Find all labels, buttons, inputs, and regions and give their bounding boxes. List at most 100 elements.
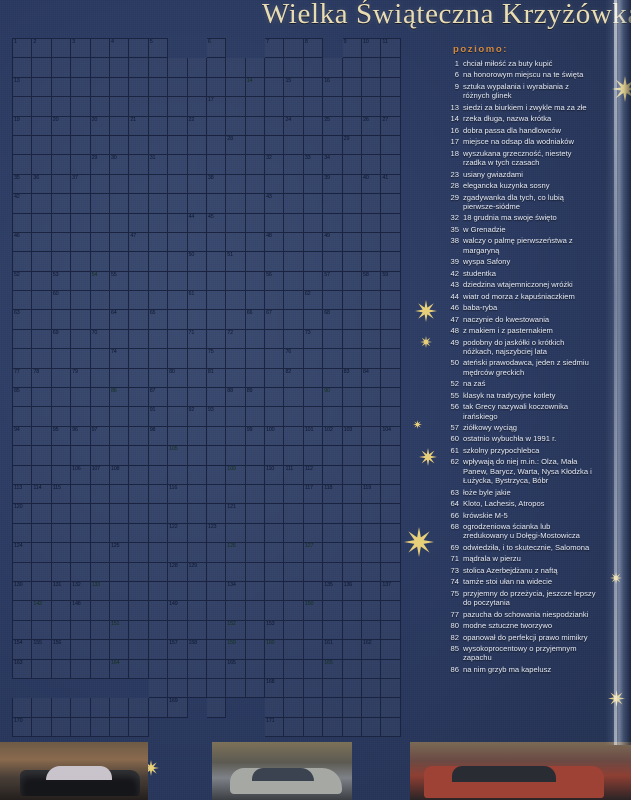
grid-cell[interactable] — [147, 76, 169, 98]
grid-cell[interactable]: 149 — [167, 600, 188, 621]
grid-cell[interactable] — [128, 580, 149, 602]
grid-cell[interactable] — [11, 57, 33, 78]
grid-cell[interactable] — [11, 134, 33, 156]
grid-cell[interactable] — [70, 561, 91, 582]
grid-cell[interactable] — [341, 387, 363, 408]
grid-cell[interactable] — [225, 193, 246, 214]
grid-cell[interactable]: 161 — [322, 639, 343, 660]
grid-cell[interactable] — [225, 96, 246, 117]
grid-cell[interactable] — [31, 425, 52, 447]
grid-cell[interactable] — [147, 600, 169, 621]
grid-cell[interactable] — [225, 561, 246, 582]
grid-cell[interactable] — [244, 522, 266, 544]
grid-cell[interactable] — [302, 193, 324, 214]
grid-cell[interactable]: 165 — [322, 658, 343, 679]
grid-cell[interactable] — [380, 328, 401, 350]
grid-cell[interactable] — [70, 270, 91, 292]
grid-cell[interactable] — [361, 658, 382, 679]
grid-cell[interactable] — [167, 658, 188, 679]
grid-cell[interactable] — [167, 76, 188, 98]
grid-cell[interactable] — [380, 445, 401, 466]
grid-cell[interactable] — [322, 134, 343, 156]
grid-cell[interactable] — [50, 212, 72, 233]
grid-cell[interactable] — [70, 154, 91, 175]
grid-cell[interactable]: 150 — [302, 600, 324, 621]
grid-cell[interactable]: 70 — [89, 328, 110, 350]
grid-cell[interactable] — [89, 503, 110, 524]
grid-cell[interactable] — [361, 154, 382, 175]
grid-cell[interactable] — [128, 619, 149, 641]
grid-cell[interactable]: 83 — [341, 367, 363, 389]
grid-cell[interactable]: 25 — [322, 115, 343, 136]
grid-cell[interactable] — [70, 57, 91, 78]
grid-cell[interactable]: 131 — [50, 580, 72, 602]
grid-cell[interactable] — [186, 154, 207, 175]
grid-cell[interactable] — [31, 522, 52, 544]
grid-cell[interactable] — [264, 251, 285, 272]
grid-cell[interactable] — [264, 96, 285, 117]
grid-cell[interactable] — [50, 600, 72, 621]
grid-cell[interactable] — [302, 522, 324, 544]
grid-cell[interactable] — [283, 193, 304, 214]
grid-cell[interactable] — [167, 387, 188, 408]
grid-cell[interactable] — [128, 309, 149, 330]
grid-cell[interactable] — [264, 658, 285, 679]
grid-cell[interactable] — [128, 96, 149, 117]
grid-cell[interactable] — [147, 173, 169, 195]
grid-cell[interactable] — [361, 503, 382, 524]
grid-cell[interactable] — [225, 367, 246, 389]
grid-cell[interactable] — [11, 348, 33, 369]
grid-cell[interactable] — [264, 697, 285, 718]
grid-cell[interactable]: 122 — [167, 522, 188, 544]
grid-cell[interactable] — [205, 76, 227, 98]
grid-cell[interactable] — [283, 406, 304, 427]
grid-cell[interactable] — [322, 561, 343, 582]
grid-cell[interactable] — [128, 406, 149, 427]
grid-cell[interactable]: 6 — [205, 37, 227, 59]
grid-cell[interactable] — [89, 251, 110, 272]
grid-cell[interactable] — [50, 619, 72, 641]
grid-cell[interactable] — [167, 406, 188, 427]
grid-cell[interactable] — [167, 677, 188, 699]
grid-cell[interactable] — [147, 348, 169, 369]
grid-cell[interactable] — [244, 677, 266, 699]
grid-cell[interactable]: 114 — [31, 483, 52, 505]
grid-cell[interactable] — [302, 580, 324, 602]
grid-cell[interactable]: 169 — [167, 697, 188, 718]
grid-cell[interactable]: 27 — [380, 115, 401, 136]
grid-cell[interactable] — [31, 561, 52, 582]
grid-cell[interactable] — [244, 445, 266, 466]
grid-cell[interactable] — [302, 309, 324, 330]
grid-cell[interactable] — [283, 290, 304, 311]
grid-cell[interactable] — [283, 600, 304, 621]
grid-cell[interactable] — [186, 658, 207, 679]
grid-cell[interactable] — [283, 445, 304, 466]
grid-cell[interactable] — [167, 309, 188, 330]
grid-cell[interactable]: 155 — [31, 639, 52, 660]
grid-cell[interactable] — [361, 425, 382, 447]
grid-cell[interactable] — [302, 251, 324, 272]
grid-cell[interactable] — [128, 542, 149, 563]
grid-cell[interactable] — [70, 522, 91, 544]
crossword-table[interactable]: 1 2 3 4 5 6 7 8 9 10 11 13 14 15 16 17 19 20 20 21 22 24 25 26 2… — [11, 37, 401, 738]
grid-cell[interactable] — [302, 212, 324, 233]
crossword-grid[interactable]: 1 2 3 4 5 6 7 8 9 10 11 13 14 15 16 17 19 20 20 21 22 24 25 26 2… — [11, 37, 401, 738]
grid-cell[interactable] — [341, 115, 363, 136]
grid-cell[interactable] — [322, 212, 343, 233]
grid-cell[interactable] — [380, 522, 401, 544]
grid-cell[interactable] — [50, 522, 72, 544]
grid-cell[interactable] — [31, 619, 52, 641]
grid-cell[interactable] — [283, 522, 304, 544]
grid-cell[interactable] — [50, 193, 72, 214]
grid-cell[interactable] — [302, 406, 324, 427]
grid-cell[interactable] — [108, 580, 130, 602]
grid-cell[interactable] — [186, 580, 207, 602]
grid-cell[interactable]: 164 — [108, 658, 130, 679]
grid-cell[interactable] — [225, 290, 246, 311]
grid-cell[interactable] — [205, 580, 227, 602]
grid-cell[interactable]: 2 — [31, 37, 52, 59]
grid-cell[interactable] — [147, 580, 169, 602]
grid-cell[interactable] — [361, 309, 382, 330]
grid-cell[interactable] — [380, 542, 401, 563]
grid-cell[interactable] — [205, 251, 227, 272]
